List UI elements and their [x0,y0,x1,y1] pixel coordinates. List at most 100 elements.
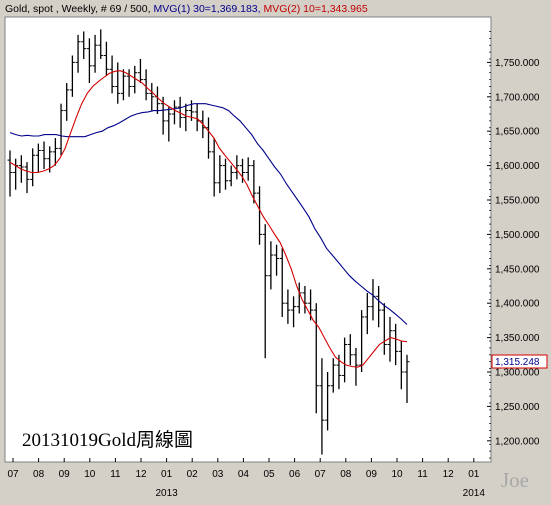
ohlc-bar [359,310,365,372]
ohlc-bar [245,157,251,181]
ohlc-bar [86,38,92,84]
ohlc-bar [313,303,319,414]
moving-average-lines [9,70,408,368]
ohlc-bar [404,354,410,403]
x-tick-label: 01 [468,469,480,480]
ohlc-bar [279,248,285,317]
x-tick-label: 02 [187,469,199,480]
x-tick-label: 11 [110,469,121,480]
ohlc-bar [376,286,382,328]
ohlc-bar [347,334,353,366]
ohlc-bar [143,69,149,101]
x-tick-label: 07 [315,469,327,480]
ohlc-bar [171,100,177,125]
ohlc-bar [387,316,393,362]
ohlc-bar [342,337,348,383]
ohlc-bar [398,341,404,390]
ohlc-bar [126,69,132,97]
ohlc-bar [319,358,325,455]
ohlc-bar [52,138,58,166]
ohlc-bar [132,65,138,94]
mvg2-line [9,70,408,368]
ohlc-bar [24,162,30,194]
x-tick-label: 01 [161,469,173,480]
ohlc-bar [257,186,263,245]
ohlc-bar [268,241,274,290]
mvg2-label: MVG(2) 10=1,343.965 [263,3,368,15]
ohlc-bar [217,155,223,194]
ohlc-bar [41,141,47,170]
ohlc-bar [183,103,189,132]
ohlc-bar [120,69,126,101]
x-tick-label: 09 [59,469,71,480]
ohlc-bar [302,286,308,314]
x-tick-label: 04 [238,469,250,480]
x-tick-label: 12 [135,469,147,480]
ohlc-bar [211,138,217,197]
y-tick-label: 1,200.000 [495,436,540,447]
chart-header: Gold, spot , Weekly, # 69 / 500, MVG(1) … [5,3,368,15]
x-tick-label: 12 [443,469,455,480]
ohlc-bar [234,155,240,180]
year-label: 2013 [155,488,178,499]
y-tick-label: 1,450.000 [495,264,540,275]
mvg1-line [9,103,408,325]
x-tick-label: 09 [366,469,378,480]
x-tick-label: 08 [33,469,45,480]
y-tick-label: 1,550.000 [495,196,540,207]
ohlc-bar [109,55,115,94]
ohlc-bar [166,107,172,142]
ohlc-bar [285,289,291,324]
x-tick-label: 10 [84,469,96,480]
x-axis: 07 08 09 10 11 12 01 02 03 04 05 06 07 08 09 10 11 12 01 20… [7,458,485,499]
ohlc-bar [274,244,280,276]
ohlc-bar [177,96,183,128]
symbol-text: Gold, spot , Weekly, # 69 / 500, [5,3,151,15]
ohlc-bar [393,323,399,366]
ohlc-bar [381,303,387,355]
x-tick-label: 06 [289,469,301,480]
ohlc-bar [103,41,109,77]
ohlc-bar [251,160,257,204]
ohlc-bar [81,31,87,59]
ohlc-bar [240,158,246,183]
y-tick-label: 1,600.000 [495,161,540,172]
chart-annotation: 20131019Gold周線圖 [22,430,194,451]
ohlc-bar [35,143,41,173]
ohlc-bar [30,148,36,187]
ohlc-bar [69,55,75,97]
ohlc-bar [291,296,297,328]
y-tick-label: 1,650.000 [495,127,540,138]
ohlc-bar [92,34,98,73]
x-tick-label: 10 [391,469,403,480]
x-tick-label: 11 [417,469,428,480]
ohlc-bar [98,29,104,59]
x-tick-label: 03 [212,469,224,480]
x-tick-label: 07 [7,469,19,480]
ohlc-bar [228,165,234,187]
y-tick-label: 1,400.000 [495,299,540,310]
ohlc-bar [64,83,70,121]
y-tick-label: 1,250.000 [495,402,540,413]
price-bars [7,29,410,455]
ohlc-bar [7,150,13,197]
x-tick-label: 08 [340,469,352,480]
last-price-label: 1,315.248 [495,357,540,368]
y-tick-label: 1,750.000 [495,58,540,69]
y-tick-label: 1,300.000 [495,368,540,379]
ohlc-bar [58,103,64,156]
mvg1-label: MVG(1) 30=1,369.183, [153,3,261,15]
y-tick-label: 1,500.000 [495,230,540,241]
ohlc-bar [364,292,370,335]
x-tick-label: 05 [263,469,275,480]
ohlc-bar [223,158,229,190]
ohlc-bar [137,58,143,84]
last-price-box [491,354,548,369]
y-tick-label: 1,350.000 [495,333,540,344]
y-axis: 1,750.000 1,700.000 1,650.000 1,600.000 1,55… [487,31,540,459]
ohlc-bar [262,224,268,359]
ohlc-bar [75,34,81,73]
last-price-marker: 1,315.248 [491,354,548,369]
year-label: 2014 [463,488,486,499]
